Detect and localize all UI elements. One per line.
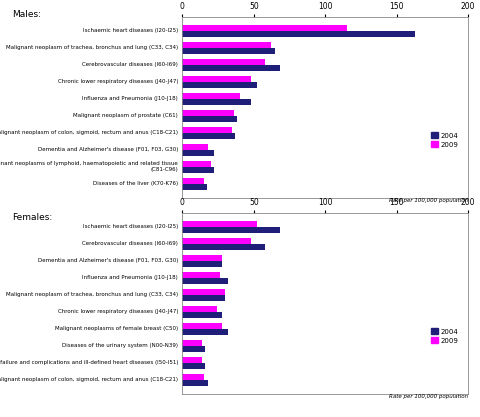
Bar — [182, 261, 222, 267]
Bar — [182, 31, 415, 37]
Bar — [182, 59, 265, 65]
Bar — [182, 93, 240, 99]
Bar — [182, 116, 237, 122]
Bar — [182, 312, 222, 318]
Legend: 2004, 2009: 2004, 2009 — [431, 328, 459, 344]
Bar — [182, 306, 216, 312]
Bar — [182, 25, 347, 31]
Text: Rate per 100,000 population: Rate per 100,000 population — [389, 198, 468, 203]
Bar — [182, 99, 251, 105]
Bar — [182, 167, 214, 173]
Text: Males:: Males: — [12, 10, 41, 20]
Bar — [182, 133, 235, 139]
Bar — [182, 178, 204, 184]
Bar — [182, 363, 205, 369]
Bar — [182, 323, 222, 329]
Bar — [182, 244, 265, 250]
Text: Rate per 100,000 population: Rate per 100,000 population — [389, 394, 468, 399]
Bar — [182, 340, 203, 346]
Bar — [182, 346, 205, 352]
Bar — [182, 144, 208, 150]
Bar — [182, 238, 251, 244]
Bar — [182, 227, 279, 233]
Bar — [182, 42, 271, 48]
Bar — [182, 161, 211, 167]
Text: Females:: Females: — [12, 213, 52, 222]
Bar — [182, 150, 214, 156]
Bar — [182, 289, 225, 295]
Legend: 2004, 2009: 2004, 2009 — [431, 132, 459, 148]
Bar — [182, 110, 234, 116]
Bar — [182, 221, 257, 227]
Bar — [182, 278, 228, 284]
Bar — [182, 272, 219, 278]
Bar — [182, 329, 228, 335]
Bar — [182, 127, 232, 133]
Bar — [182, 48, 275, 54]
Bar — [182, 380, 208, 386]
Bar — [182, 184, 207, 190]
Bar — [182, 357, 203, 363]
Bar — [182, 374, 204, 380]
Bar — [182, 255, 222, 261]
Bar — [182, 65, 279, 71]
Bar — [182, 76, 251, 82]
Bar — [182, 295, 225, 301]
Bar — [182, 82, 257, 88]
